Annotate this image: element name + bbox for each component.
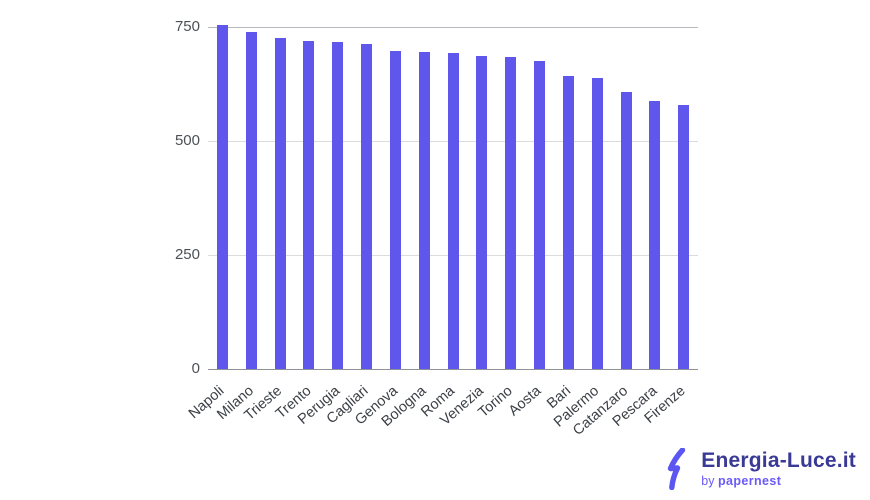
- bar-napoli: [216, 24, 228, 369]
- y-tick-label-0: 0: [191, 360, 200, 377]
- brand-byline: by papernest: [701, 473, 856, 488]
- bar-slot: [640, 27, 669, 369]
- bar-venezia: [476, 56, 488, 369]
- bar-slot: [323, 27, 352, 369]
- lightning-bolt-icon: [668, 448, 686, 490]
- bar-genova: [389, 50, 401, 369]
- bar-slot: [410, 27, 439, 369]
- y-tick-label-750: 750: [174, 18, 200, 35]
- x-label-slot: Aosta: [506, 373, 554, 443]
- bar-pescara: [649, 101, 661, 369]
- bar-firenze: [678, 104, 690, 369]
- bar-slot: [208, 24, 237, 369]
- bars-row: [208, 24, 698, 369]
- bar-milano: [245, 32, 257, 369]
- bar-aosta: [534, 60, 546, 369]
- brand-name: Energia-Luce.it: [701, 448, 856, 472]
- bar-roma: [447, 52, 459, 369]
- bar-palermo: [591, 78, 603, 369]
- byline-prefix: by: [701, 473, 718, 488]
- bar-trento: [303, 41, 315, 369]
- bar-slot: [554, 27, 583, 369]
- bar-bologna: [418, 51, 430, 369]
- bar-slot: [381, 27, 410, 369]
- bar-slot: [496, 27, 525, 369]
- x-axis-labels: Napoli Milano Trieste Trento Perugia Cagliari…: [186, 373, 698, 443]
- byline-brand: papernest: [717, 473, 782, 488]
- gridline-750: [208, 27, 698, 28]
- x-label-slot: Firenze: [642, 373, 698, 443]
- bar-slot: [237, 27, 266, 369]
- bar-slot: [352, 27, 381, 369]
- bar-perugia: [332, 41, 344, 369]
- bar-trieste: [274, 37, 286, 369]
- plot-area: [208, 24, 698, 370]
- bar-catanzaro: [620, 91, 632, 369]
- gridline-0: [208, 369, 698, 370]
- bar-slot: [525, 27, 554, 369]
- bar-slot: [266, 27, 295, 369]
- bar-bari: [562, 76, 574, 369]
- bar-slot: [583, 27, 612, 369]
- bar-slot: [294, 27, 323, 369]
- bar-slot: [612, 27, 641, 369]
- bar-slot: [669, 27, 698, 369]
- bar-slot: [467, 27, 496, 369]
- bar-torino: [505, 57, 517, 369]
- y-tick-label-500: 500: [174, 132, 200, 149]
- y-tick-label-250: 250: [174, 246, 200, 263]
- bar-cagliari: [361, 44, 373, 369]
- brand-logo: Energia-Luce.it by papernest: [665, 448, 856, 490]
- bar-slot: [439, 27, 468, 369]
